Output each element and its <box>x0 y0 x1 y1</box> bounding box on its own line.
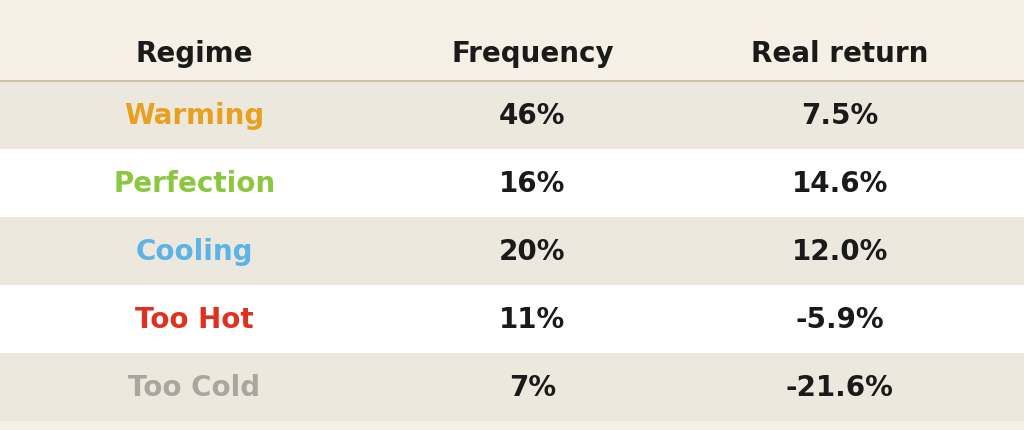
Text: 7%: 7% <box>509 374 556 401</box>
Text: 14.6%: 14.6% <box>792 170 888 197</box>
Text: 12.0%: 12.0% <box>792 238 888 265</box>
Text: 16%: 16% <box>500 170 565 197</box>
Bar <box>0 218 1024 286</box>
Text: Too Cold: Too Cold <box>128 374 261 401</box>
Bar <box>0 286 1024 353</box>
Text: Frequency: Frequency <box>452 40 613 68</box>
Text: Perfection: Perfection <box>114 170 275 197</box>
Bar <box>0 82 1024 150</box>
Bar <box>0 150 1024 218</box>
Text: Too Hot: Too Hot <box>135 306 254 333</box>
Bar <box>0 26 1024 82</box>
Text: Cooling: Cooling <box>136 238 253 265</box>
Text: 46%: 46% <box>500 102 565 129</box>
Text: Warming: Warming <box>125 102 264 129</box>
Text: 11%: 11% <box>500 306 565 333</box>
Text: -21.6%: -21.6% <box>785 374 894 401</box>
Text: 7.5%: 7.5% <box>801 102 879 129</box>
Bar <box>0 353 1024 421</box>
Text: -5.9%: -5.9% <box>796 306 884 333</box>
Text: Regime: Regime <box>136 40 253 68</box>
Text: Real return: Real return <box>751 40 929 68</box>
Text: 20%: 20% <box>500 238 565 265</box>
